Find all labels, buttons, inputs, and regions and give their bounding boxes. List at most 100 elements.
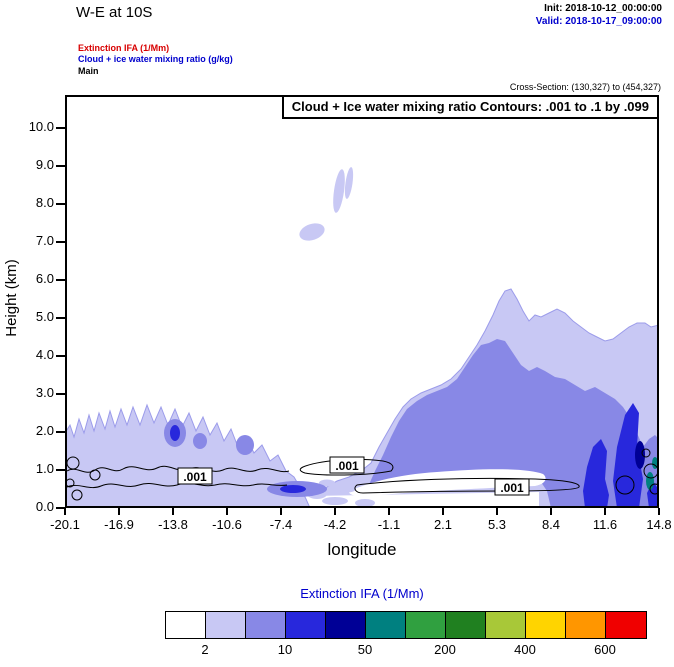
y-tick-label: 9.0 [35,157,54,172]
y-tick-mark [56,317,65,319]
x-tick-label: 11.6 [592,517,618,532]
y-tick-mark [56,469,65,471]
mixing-ratio-contour [71,489,83,501]
x-tick-mark [604,508,606,515]
contour-label: .001 [335,459,359,473]
field-legend: Extinction IFA (1/Mm) Cloud + ice water … [78,43,233,77]
colorbar-title: Extinction IFA (1/Mm) [300,586,424,601]
x-tick-mark [226,508,228,515]
colorbar-cell [606,612,646,638]
cloud-blob [344,167,354,199]
y-tick-mark [56,431,65,433]
cloud-blob [355,499,375,507]
colorbar-cell [366,612,406,638]
x-tick-mark [334,508,336,515]
colorbar-tick-label: 200 [434,642,456,657]
y-tick-label: 6.0 [35,271,54,286]
x-tick-label: -1.1 [377,517,401,532]
right-cloud-periwinkle [367,339,659,508]
cloud-blob [170,425,180,441]
field-main-label: Main [78,65,99,76]
y-tick-mark [56,507,65,509]
mixing-ratio-contour [66,465,290,473]
x-tick-label: -13.8 [158,517,188,532]
y-tick-label: 1.0 [35,461,54,476]
cloud-blob [322,497,348,505]
x-tick-label: -10.6 [212,517,242,532]
left-cloud-lavender [65,403,311,508]
cloud-blob [338,485,356,493]
x-tick-mark [658,508,660,515]
init-timestamp: Init: 2018-10-12_00:00:00 [544,3,662,14]
cloud-blob [280,485,306,493]
x-tick-mark [550,508,552,515]
mixing-ratio-contour [649,483,659,495]
contour-label-box [494,478,530,496]
colorbar-cell [406,612,446,638]
x-tick-label: -16.9 [104,517,134,532]
mixing-ratio-contour [89,469,101,481]
contour-label: .001 [183,470,207,484]
colorbar-tick-label: 50 [357,642,373,657]
x-tick-mark [172,508,174,515]
y-tick-mark [56,127,65,129]
contour-label-box [177,467,213,485]
y-tick-mark [56,203,65,205]
x-axis-label: longitude [327,540,397,559]
colorbar-cell [326,612,366,638]
y-tick-mark [56,241,65,243]
contour-svg: .001 .001 .001 [65,95,659,508]
colorbar-tick-label: 10 [277,642,293,657]
colorbar-cell [526,612,566,638]
mixing-ratio-contour [641,448,651,458]
x-tick-mark [64,508,66,515]
cloud-blob [236,435,254,455]
blue-cell-2 [613,403,643,508]
contour-info-box: Cloud + Ice water mixing ratio Contours:… [281,95,659,119]
cloud-blob [635,441,645,469]
x-tick-mark [280,508,282,515]
y-tick-mark [56,279,65,281]
x-tick-label: -4.2 [323,517,347,532]
mixing-ratio-contour [615,475,635,495]
page-title: W-E at 10S [76,4,153,21]
colorbar-cell [486,612,526,638]
x-tick-mark [118,508,120,515]
colorbar-cell [206,612,246,638]
blue-cell-1 [583,439,609,508]
y-tick-mark [56,393,65,395]
colorbar-cell [286,612,326,638]
plot-frame: .001 .001 .001 Cloud + Ice water mixing ra… [65,95,659,508]
mixing-ratio-contour [354,477,580,494]
contour-label-box [329,456,365,474]
x-tick-label: 14.8 [646,517,672,532]
colorbar-cell [446,612,486,638]
colorbar-tick-label: 2 [201,642,209,657]
cloud-blob [333,169,345,213]
y-tick-label: 8.0 [35,195,54,210]
y-tick-label: 0.0 [35,499,54,514]
colorbar [165,611,647,639]
colorbar-tick-label: 400 [514,642,536,657]
y-tick-label: 7.0 [35,233,54,248]
y-tick-label: 5.0 [35,309,54,324]
x-tick-label: 8.4 [541,517,561,532]
x-tick-mark [442,508,444,515]
cloud-blob [193,433,207,449]
valid-timestamp: Valid: 2018-10-17_09:00:00 [535,15,662,27]
clear-slot [348,469,546,497]
contour-label: .001 [500,481,524,495]
x-tick-label: 2.1 [433,517,453,532]
x-tick-label: -7.4 [269,517,293,532]
timestamp-block: Init: 2018-10-12_00:00:00 Valid: 2018-10… [536,3,662,28]
y-tick-mark [56,165,65,167]
cloud-blob [299,223,325,241]
y-axis-label: Height (km) [3,259,20,337]
cross-section-label: Cross-Section: (130,327) to (454,327) [509,82,661,92]
colorbar-cell [166,612,206,638]
field-cloud-ice-label: Cloud + ice water mixing ratio (g/kg) [78,54,233,65]
x-tick-label: -20.1 [50,517,80,532]
y-tick-label: 4.0 [35,347,54,362]
field-extinction-label: Extinction IFA (1/Mm) [78,43,170,53]
